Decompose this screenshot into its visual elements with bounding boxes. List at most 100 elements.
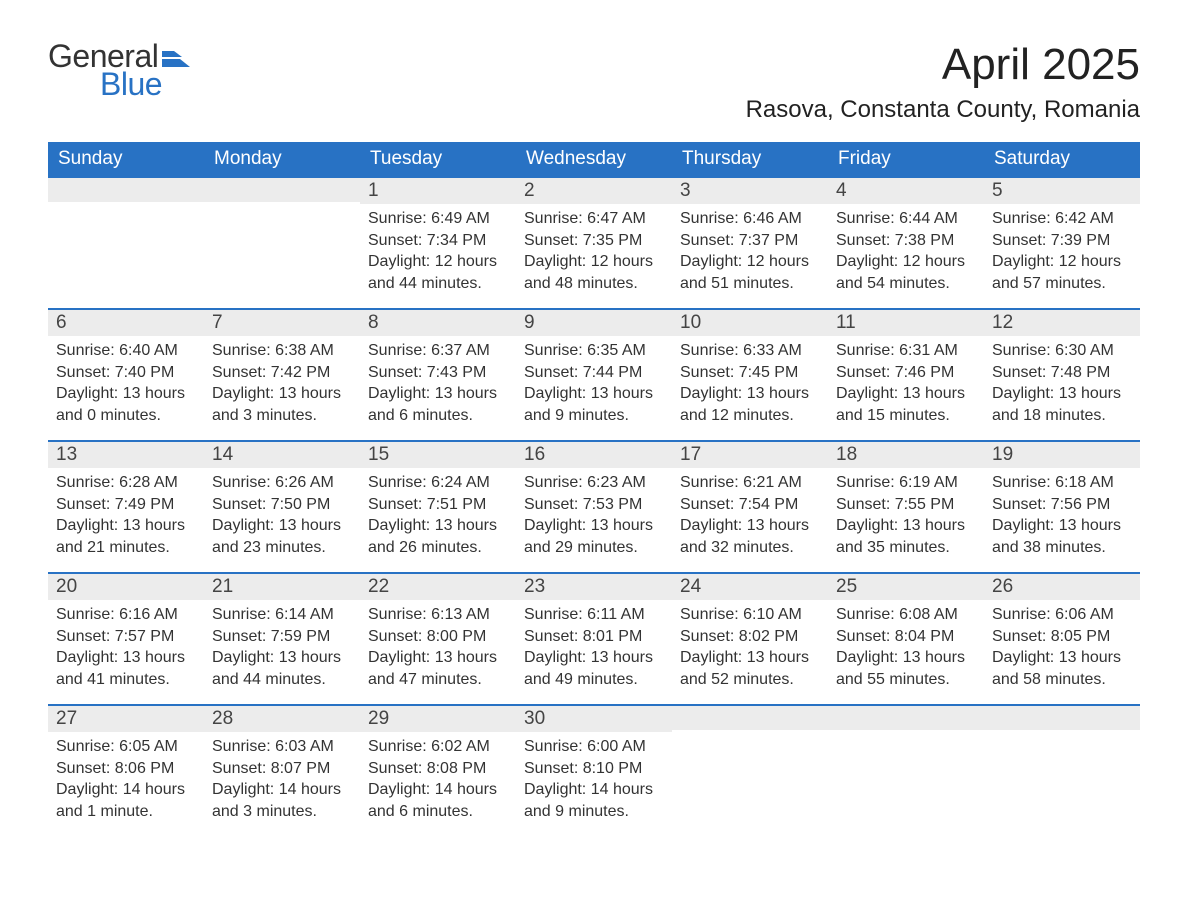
day-detail-line: Sunrise: 6:30 AM <box>992 340 1132 362</box>
day-details: Sunrise: 6:05 AMSunset: 8:06 PMDaylight:… <box>48 732 204 832</box>
day-detail-line: Daylight: 13 hours and 41 minutes. <box>56 647 196 690</box>
day-detail-line: Sunset: 7:42 PM <box>212 362 352 384</box>
day-detail-line: Sunrise: 6:42 AM <box>992 208 1132 230</box>
location-subtitle: Rasova, Constanta County, Romania <box>746 96 1140 124</box>
day-number: 28 <box>204 704 360 732</box>
day-details: Sunrise: 6:16 AMSunset: 7:57 PMDaylight:… <box>48 600 204 700</box>
day-detail-line: Sunset: 7:56 PM <box>992 494 1132 516</box>
day-detail-line: Daylight: 13 hours and 6 minutes. <box>368 383 508 426</box>
calendar-day-cell: 24Sunrise: 6:10 AMSunset: 8:02 PMDayligh… <box>672 572 828 704</box>
calendar-week-row: 27Sunrise: 6:05 AMSunset: 8:06 PMDayligh… <box>48 704 1140 836</box>
day-details: Sunrise: 6:06 AMSunset: 8:05 PMDaylight:… <box>984 600 1140 700</box>
day-detail-line: Sunset: 7:59 PM <box>212 626 352 648</box>
day-detail-line: Sunset: 7:43 PM <box>368 362 508 384</box>
day-detail-line: Sunrise: 6:16 AM <box>56 604 196 626</box>
day-details: Sunrise: 6:35 AMSunset: 7:44 PMDaylight:… <box>516 336 672 436</box>
day-detail-line: Sunrise: 6:44 AM <box>836 208 976 230</box>
calendar-day-cell: 21Sunrise: 6:14 AMSunset: 7:59 PMDayligh… <box>204 572 360 704</box>
day-detail-line: Sunset: 8:01 PM <box>524 626 664 648</box>
day-detail-line: Sunrise: 6:08 AM <box>836 604 976 626</box>
day-number: 15 <box>360 440 516 468</box>
calendar-day-cell: 11Sunrise: 6:31 AMSunset: 7:46 PMDayligh… <box>828 308 984 440</box>
day-detail-line: Sunset: 7:50 PM <box>212 494 352 516</box>
day-detail-line: Sunrise: 6:23 AM <box>524 472 664 494</box>
day-detail-line: Sunrise: 6:11 AM <box>524 604 664 626</box>
weekday-header: Thursday <box>672 142 828 176</box>
day-detail-line: Sunset: 7:54 PM <box>680 494 820 516</box>
day-detail-line: Daylight: 13 hours and 12 minutes. <box>680 383 820 426</box>
day-detail-line: Sunrise: 6:13 AM <box>368 604 508 626</box>
calendar-day-cell: 23Sunrise: 6:11 AMSunset: 8:01 PMDayligh… <box>516 572 672 704</box>
day-detail-line: Sunset: 8:07 PM <box>212 758 352 780</box>
calendar-day-cell: 17Sunrise: 6:21 AMSunset: 7:54 PMDayligh… <box>672 440 828 572</box>
calendar-day-cell: 22Sunrise: 6:13 AMSunset: 8:00 PMDayligh… <box>360 572 516 704</box>
day-detail-line: Sunrise: 6:24 AM <box>368 472 508 494</box>
page-title: April 2025 <box>746 40 1140 90</box>
day-number: 3 <box>672 176 828 204</box>
day-details: Sunrise: 6:46 AMSunset: 7:37 PMDaylight:… <box>672 204 828 304</box>
day-detail-line: Sunrise: 6:49 AM <box>368 208 508 230</box>
day-number: 24 <box>672 572 828 600</box>
day-number: 7 <box>204 308 360 336</box>
day-detail-line: Sunset: 7:57 PM <box>56 626 196 648</box>
calendar-day-cell <box>204 176 360 308</box>
calendar-day-cell: 6Sunrise: 6:40 AMSunset: 7:40 PMDaylight… <box>48 308 204 440</box>
day-detail-line: Daylight: 13 hours and 9 minutes. <box>524 383 664 426</box>
calendar-day-cell: 4Sunrise: 6:44 AMSunset: 7:38 PMDaylight… <box>828 176 984 308</box>
day-detail-line: Daylight: 13 hours and 18 minutes. <box>992 383 1132 426</box>
day-detail-line: Sunrise: 6:33 AM <box>680 340 820 362</box>
day-detail-line: Sunset: 8:06 PM <box>56 758 196 780</box>
day-number: 12 <box>984 308 1140 336</box>
calendar-day-cell: 2Sunrise: 6:47 AMSunset: 7:35 PMDaylight… <box>516 176 672 308</box>
day-detail-line: Daylight: 13 hours and 44 minutes. <box>212 647 352 690</box>
calendar-week-row: 1Sunrise: 6:49 AMSunset: 7:34 PMDaylight… <box>48 176 1140 308</box>
day-detail-line: Sunset: 7:38 PM <box>836 230 976 252</box>
calendar-day-cell: 9Sunrise: 6:35 AMSunset: 7:44 PMDaylight… <box>516 308 672 440</box>
day-detail-line: Sunrise: 6:03 AM <box>212 736 352 758</box>
day-details: Sunrise: 6:24 AMSunset: 7:51 PMDaylight:… <box>360 468 516 568</box>
day-detail-line: Daylight: 13 hours and 29 minutes. <box>524 515 664 558</box>
day-detail-line: Sunset: 7:39 PM <box>992 230 1132 252</box>
day-detail-line: Sunrise: 6:37 AM <box>368 340 508 362</box>
calendar-day-cell: 1Sunrise: 6:49 AMSunset: 7:34 PMDaylight… <box>360 176 516 308</box>
calendar-day-cell: 26Sunrise: 6:06 AMSunset: 8:05 PMDayligh… <box>984 572 1140 704</box>
day-number: 9 <box>516 308 672 336</box>
day-details: Sunrise: 6:38 AMSunset: 7:42 PMDaylight:… <box>204 336 360 436</box>
day-number <box>672 704 828 730</box>
day-detail-line: Sunrise: 6:46 AM <box>680 208 820 230</box>
day-details: Sunrise: 6:03 AMSunset: 8:07 PMDaylight:… <box>204 732 360 832</box>
day-details: Sunrise: 6:26 AMSunset: 7:50 PMDaylight:… <box>204 468 360 568</box>
day-number: 21 <box>204 572 360 600</box>
calendar-day-cell: 15Sunrise: 6:24 AMSunset: 7:51 PMDayligh… <box>360 440 516 572</box>
day-number: 27 <box>48 704 204 732</box>
day-detail-line: Daylight: 12 hours and 44 minutes. <box>368 251 508 294</box>
day-number: 13 <box>48 440 204 468</box>
day-detail-line: Daylight: 14 hours and 1 minute. <box>56 779 196 822</box>
day-detail-line: Daylight: 13 hours and 35 minutes. <box>836 515 976 558</box>
day-detail-line: Sunrise: 6:28 AM <box>56 472 196 494</box>
day-details: Sunrise: 6:08 AMSunset: 8:04 PMDaylight:… <box>828 600 984 700</box>
calendar-day-cell <box>672 704 828 836</box>
day-detail-line: Daylight: 13 hours and 47 minutes. <box>368 647 508 690</box>
day-detail-line: Daylight: 13 hours and 21 minutes. <box>56 515 196 558</box>
day-detail-line: Daylight: 12 hours and 51 minutes. <box>680 251 820 294</box>
day-number: 18 <box>828 440 984 468</box>
day-details: Sunrise: 6:30 AMSunset: 7:48 PMDaylight:… <box>984 336 1140 436</box>
day-detail-line: Sunrise: 6:35 AM <box>524 340 664 362</box>
day-detail-line: Daylight: 13 hours and 3 minutes. <box>212 383 352 426</box>
day-details: Sunrise: 6:00 AMSunset: 8:10 PMDaylight:… <box>516 732 672 832</box>
day-detail-line: Sunrise: 6:06 AM <box>992 604 1132 626</box>
day-detail-line: Daylight: 13 hours and 55 minutes. <box>836 647 976 690</box>
day-detail-line: Daylight: 12 hours and 57 minutes. <box>992 251 1132 294</box>
day-detail-line: Sunset: 7:55 PM <box>836 494 976 516</box>
calendar-day-cell <box>48 176 204 308</box>
day-detail-line: Sunset: 7:46 PM <box>836 362 976 384</box>
day-number: 20 <box>48 572 204 600</box>
calendar-day-cell: 30Sunrise: 6:00 AMSunset: 8:10 PMDayligh… <box>516 704 672 836</box>
calendar-day-cell: 10Sunrise: 6:33 AMSunset: 7:45 PMDayligh… <box>672 308 828 440</box>
day-details: Sunrise: 6:37 AMSunset: 7:43 PMDaylight:… <box>360 336 516 436</box>
flag-icon <box>162 47 190 67</box>
day-detail-line: Sunrise: 6:19 AM <box>836 472 976 494</box>
day-detail-line: Sunset: 8:05 PM <box>992 626 1132 648</box>
day-number: 30 <box>516 704 672 732</box>
